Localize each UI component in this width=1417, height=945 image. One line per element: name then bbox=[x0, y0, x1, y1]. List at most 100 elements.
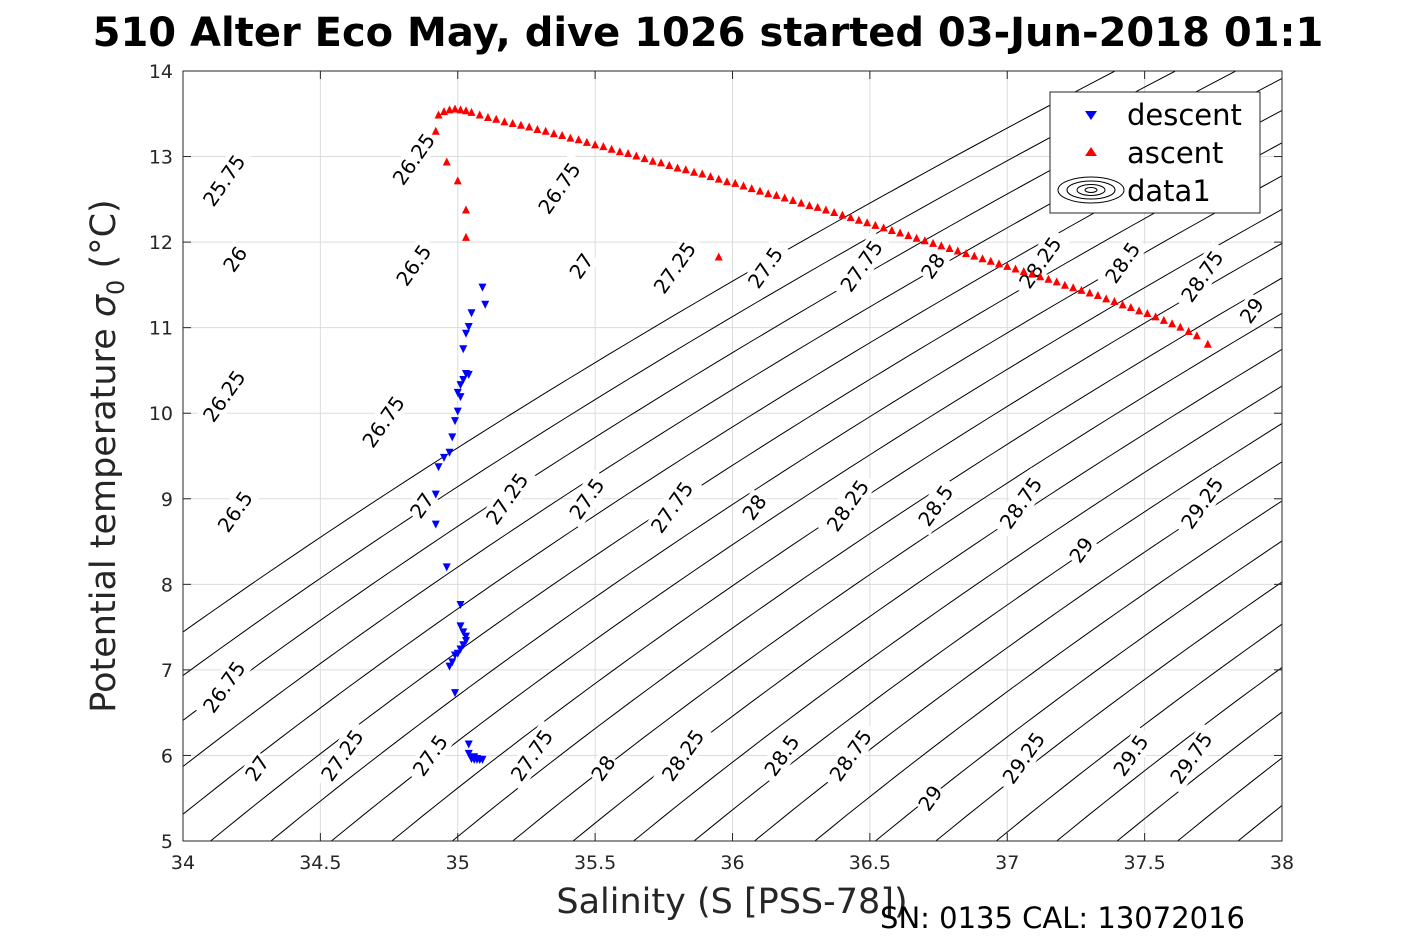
contour-label-bg bbox=[585, 749, 622, 787]
ascent-point bbox=[591, 140, 600, 149]
ascent-point bbox=[549, 129, 558, 138]
ascent-point bbox=[632, 151, 641, 160]
descent-point bbox=[451, 689, 460, 698]
ascent-point bbox=[681, 165, 690, 174]
ascent-point bbox=[1036, 272, 1045, 281]
isopycnal-line bbox=[814, 500, 1282, 841]
ascent-point bbox=[434, 110, 443, 119]
ascent-point bbox=[483, 113, 492, 122]
contour-label-bg bbox=[1172, 467, 1233, 539]
contour-label-bg bbox=[1104, 725, 1157, 786]
descent-point bbox=[459, 628, 468, 637]
legend-descent-label: descent bbox=[1127, 98, 1242, 132]
y-tick-label: 9 bbox=[161, 489, 173, 511]
descent-point bbox=[445, 448, 454, 457]
contour-label-bg bbox=[239, 749, 276, 787]
descent-point bbox=[442, 563, 451, 572]
contour-label-bg bbox=[736, 488, 773, 526]
contour-label-bg bbox=[1161, 722, 1222, 794]
contour-label-bg bbox=[387, 235, 440, 296]
ascent-point bbox=[1110, 297, 1119, 305]
x-tick-label: 34 bbox=[171, 852, 195, 874]
descent-point bbox=[431, 490, 440, 499]
descent-point bbox=[459, 641, 468, 650]
contour-label-bg bbox=[644, 232, 705, 304]
ascent-point bbox=[475, 110, 484, 119]
ascent-point bbox=[714, 174, 723, 183]
ascent-point bbox=[461, 106, 470, 115]
descent-point bbox=[464, 370, 473, 379]
isopycnal-line bbox=[995, 623, 1282, 841]
ascent-point bbox=[1135, 306, 1144, 315]
contour-label-bg bbox=[1096, 232, 1149, 293]
ascent-point bbox=[887, 225, 896, 234]
descent-point bbox=[456, 393, 465, 402]
ascent-point bbox=[1093, 291, 1102, 300]
contour-label-bg bbox=[383, 123, 444, 195]
y-tick-label: 7 bbox=[161, 660, 173, 682]
ascent-point bbox=[978, 254, 987, 263]
contour-label-bg bbox=[194, 360, 255, 432]
contour-label-bg bbox=[653, 719, 713, 791]
ascent-point bbox=[525, 122, 534, 131]
descent-point bbox=[459, 376, 468, 384]
ascent-point bbox=[1069, 283, 1078, 292]
ascent-point bbox=[1085, 288, 1094, 297]
x-tick-label: 36 bbox=[720, 852, 744, 874]
ascent-point bbox=[1027, 269, 1036, 278]
contour-label-bg bbox=[817, 470, 878, 542]
isopycnal-line bbox=[451, 277, 1282, 841]
descent-point bbox=[431, 520, 440, 529]
descent-point bbox=[434, 463, 443, 472]
y-tick-label: 5 bbox=[161, 831, 173, 853]
ascent-point bbox=[1151, 312, 1160, 321]
y-tick-label: 6 bbox=[161, 745, 173, 767]
x-tick-label: 37 bbox=[995, 852, 1019, 874]
contour-label-bg bbox=[209, 481, 262, 542]
ascent-point bbox=[599, 142, 608, 151]
ascent-point bbox=[731, 178, 740, 187]
ascent-point bbox=[854, 215, 863, 224]
contour-label-bg bbox=[909, 475, 962, 536]
ascent-point bbox=[640, 154, 649, 163]
ascent-point bbox=[863, 218, 872, 227]
ascent-point bbox=[1168, 319, 1177, 328]
ascent-point bbox=[461, 232, 470, 241]
y-axis-label: Potential temperature σ0 (°C) bbox=[84, 199, 130, 712]
descent-point bbox=[456, 601, 465, 610]
y-axis-label-sigma: σ bbox=[84, 293, 124, 317]
descent-point bbox=[464, 740, 473, 749]
ascent-point bbox=[500, 117, 509, 126]
ascent-point bbox=[508, 119, 517, 128]
y-tick-label: 11 bbox=[149, 318, 173, 340]
x-tick-label: 35 bbox=[446, 852, 470, 874]
ascent-point bbox=[1184, 326, 1193, 335]
descent-point bbox=[456, 381, 465, 390]
ascent-point bbox=[1060, 280, 1069, 289]
ascent-point bbox=[574, 135, 583, 144]
ascent-point bbox=[813, 202, 822, 211]
descent-point bbox=[456, 622, 465, 631]
ascent-point bbox=[566, 133, 575, 142]
descent-point bbox=[461, 329, 470, 338]
x-axis-label: Salinity (S [PSS-78]) bbox=[556, 882, 907, 922]
x-tick-label: 34.5 bbox=[299, 852, 341, 874]
descent-point bbox=[448, 658, 457, 667]
contour-label-bg bbox=[991, 467, 1051, 539]
descent-point bbox=[453, 407, 462, 416]
legend-box bbox=[1049, 91, 1261, 214]
descent-point bbox=[445, 662, 454, 671]
descent-series bbox=[431, 283, 490, 764]
isopycnal-line bbox=[1056, 666, 1282, 841]
ascent-point bbox=[533, 125, 542, 134]
contour-label-bg bbox=[912, 779, 949, 817]
contour-label-bg bbox=[1233, 292, 1270, 329]
ascent-point bbox=[821, 205, 830, 214]
ascent-point bbox=[1143, 308, 1152, 317]
ascent-point bbox=[442, 157, 451, 166]
instrument-serial: SN: 0135 CAL: 13072016 bbox=[880, 901, 1245, 935]
ascent-point bbox=[945, 243, 954, 252]
ascent-point bbox=[780, 193, 789, 202]
ascent-point bbox=[1159, 315, 1168, 324]
